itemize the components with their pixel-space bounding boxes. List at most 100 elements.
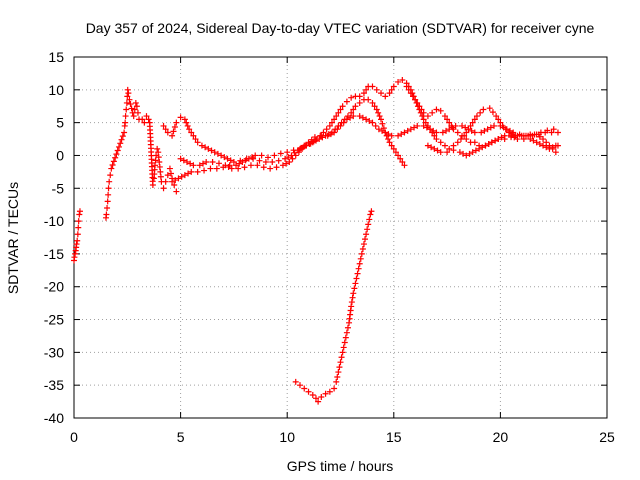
data-point [395, 78, 402, 85]
data-point [506, 127, 513, 134]
data-point [469, 119, 476, 126]
data-point [312, 395, 319, 402]
data-point [477, 109, 484, 116]
data-point [471, 139, 478, 146]
data-point [466, 150, 473, 157]
data-point [472, 147, 479, 154]
data-point [349, 294, 356, 301]
data-point [398, 131, 405, 138]
data-point [215, 160, 222, 167]
data-point [118, 136, 125, 143]
data-point [292, 152, 299, 159]
data-point [183, 119, 190, 126]
data-point [336, 364, 343, 371]
data-point [478, 129, 485, 136]
data-point [239, 159, 246, 166]
data-point [104, 204, 111, 211]
data-point [305, 388, 312, 395]
data-point [366, 216, 373, 223]
data-point [308, 136, 315, 143]
data-point [309, 392, 316, 399]
data-point [399, 76, 406, 83]
data-point [291, 149, 298, 156]
data-point [444, 149, 451, 156]
data-point [549, 145, 556, 152]
data-point [390, 83, 397, 90]
data-point [344, 324, 351, 331]
data-point [467, 122, 474, 129]
data-point [416, 103, 423, 110]
data-point [350, 106, 357, 113]
y-tick-label: -15 [44, 246, 64, 262]
data-point [420, 109, 427, 116]
data-point [72, 250, 79, 257]
data-point [493, 113, 500, 120]
data-point [265, 154, 272, 161]
data-point [348, 94, 355, 101]
data-point [218, 152, 225, 159]
data-point [114, 147, 121, 154]
data-point [160, 122, 167, 129]
data-point [411, 124, 418, 131]
data-point [423, 124, 430, 131]
data-point [160, 185, 167, 192]
data-point [420, 116, 427, 123]
series-lower-band-3 [177, 113, 561, 172]
data-point [340, 344, 347, 351]
data-point [427, 126, 434, 133]
data-point [510, 129, 517, 136]
data-point [289, 155, 296, 162]
data-point [181, 172, 188, 179]
data-point [277, 150, 284, 157]
data-point [292, 378, 299, 385]
data-point [469, 149, 476, 156]
data-point [495, 136, 502, 143]
data-point [542, 129, 549, 136]
data-point [471, 129, 478, 136]
data-point [119, 133, 126, 140]
y-tick-label: 15 [48, 49, 64, 65]
data-point [175, 175, 182, 182]
data-point [166, 165, 173, 172]
data-point [286, 159, 293, 166]
data-point [302, 142, 309, 149]
data-point [401, 162, 408, 169]
data-point [125, 90, 132, 97]
data-point [367, 211, 374, 218]
data-point [443, 127, 450, 134]
data-point [171, 181, 178, 188]
data-point [327, 131, 334, 138]
data-point [407, 90, 414, 97]
data-point [491, 122, 498, 129]
y-tick-label: -20 [44, 279, 64, 295]
data-point [369, 83, 376, 90]
data-point [124, 93, 131, 100]
data-point [418, 106, 425, 113]
data-point [480, 106, 487, 113]
data-point [397, 155, 404, 162]
data-point [420, 122, 427, 129]
data-point [375, 126, 382, 133]
data-point [254, 162, 261, 169]
data-point [324, 132, 331, 139]
data-point [74, 231, 81, 238]
data-point [479, 144, 486, 151]
data-point [352, 103, 359, 110]
data-point [395, 132, 402, 139]
data-point [552, 149, 559, 156]
data-point [446, 119, 453, 126]
data-point [352, 280, 359, 287]
data-point [252, 152, 259, 159]
data-point [356, 113, 363, 120]
data-point [439, 129, 446, 136]
data-point [424, 113, 431, 120]
data-point [405, 86, 412, 93]
data-point [363, 231, 370, 238]
data-point [130, 113, 137, 120]
data-point [196, 162, 203, 169]
data-point [320, 129, 327, 136]
data-point [141, 119, 148, 126]
data-point [359, 245, 366, 252]
data-point [203, 159, 210, 166]
data-point [275, 157, 282, 164]
